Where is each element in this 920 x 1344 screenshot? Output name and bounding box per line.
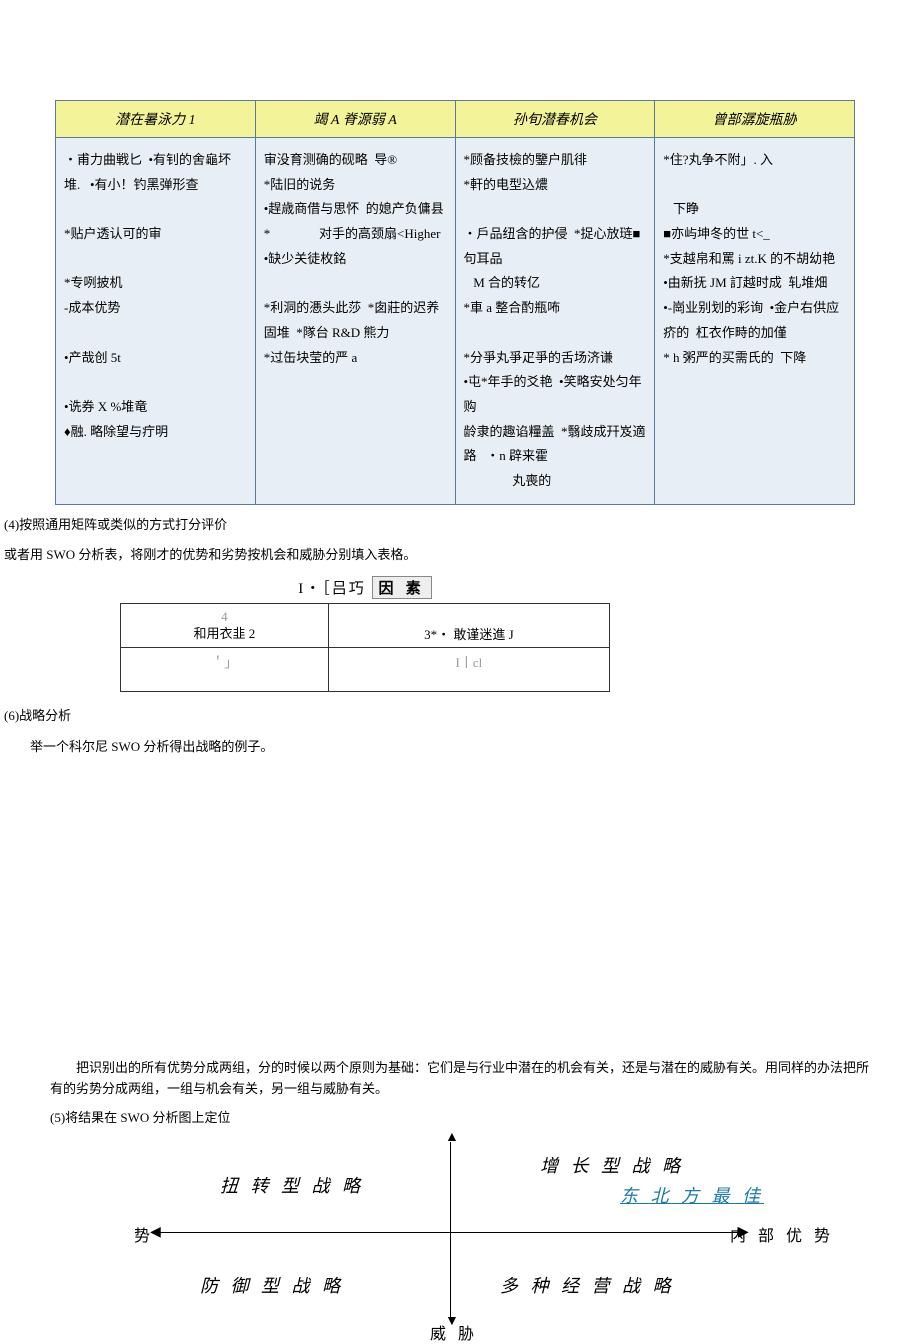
- arrow-left-icon: ◀: [150, 1224, 161, 1241]
- swot-header-2: 竭 A 脊源弱 A: [255, 101, 455, 138]
- swot-cell-1: ・甫力曲戦匕 •有钊的舍龜坏堆. •有小！钓黑弹形查 *贴户透认可的审 *专咧披…: [56, 138, 256, 505]
- axis-vertical: [450, 1142, 451, 1322]
- swot-table: 潜在暑泳力 1 竭 A 脊源弱 A 孙旬潜春机会 曾部潺旋瓶胁 ・甫力曲戦匕 •…: [55, 100, 855, 505]
- axis-right-label: 内 部 优 势: [730, 1222, 834, 1246]
- small-table-wrap: I・［吕巧 因 素 4 和用衣韭 2 3*・ 敢谨迷進 J ＇」 I丨cl: [120, 576, 610, 692]
- swot-header-4: 曾部潺旋瓶胁: [655, 101, 855, 138]
- swot-cell-3: *顾备技檢的鑒户肌徘 *軒的电型込燶 ・戶品纽含的护侵 *捉心放琏■句耳品 M …: [455, 138, 655, 505]
- quadrant-4-label: 多 种 经 营 战 略: [500, 1272, 675, 1298]
- small-r2c2: I丨cl: [328, 648, 609, 692]
- swot-header-1: 潜在暑泳力 1: [56, 101, 256, 138]
- small-table-title-box: 因 素: [372, 576, 432, 599]
- text-4: (4)按照通用矩阵或类似的方式打分评价: [4, 515, 908, 536]
- axis-bottom-label: 威 胁: [430, 1320, 478, 1344]
- small-r1c2: 3*・ 敢谨迷進 J: [328, 604, 609, 648]
- text-5: (5)将结果在 SWO 分析图上定位: [50, 1107, 870, 1126]
- swot-header-3: 孙旬潜春机会: [455, 101, 655, 138]
- small-table-title: I・［吕巧 因 素: [120, 576, 610, 599]
- paragraph: 把识别出的所有优势分成两组，分的时候以两个原则为基础：它们是与行业中潜在的机会有…: [50, 1058, 870, 1100]
- axis-left-label: 势: [134, 1222, 150, 1246]
- swot-cell-4: *住?丸争不附」. 入 下睁 ■亦屿坤冬的世 t<_ *支越帛和罵 i zt.K…: [655, 138, 855, 505]
- arrow-up-icon: ▲: [445, 1130, 459, 1146]
- text-6b: 举一个科尔尼 SWO 分析得出战略的例子。: [30, 737, 908, 758]
- text-4b: 或者用 SWO 分析表，将刚才的优势和劣势按机会和威胁分别填入表格。: [4, 545, 908, 566]
- text-6: (6)战略分析: [4, 706, 908, 727]
- quadrant-2-label: 扭 转 型 战 略: [220, 1172, 364, 1198]
- swot-diagram: ▲ ▶ ◀ ▼ 增 长 型 战 略 东 北 方 最 佳 扭 转 型 战 略 防 …: [120, 1132, 900, 1332]
- quadrant-1-note: 东 北 方 最 佳: [620, 1182, 764, 1208]
- small-r1c1: 4 和用衣韭 2: [121, 604, 329, 648]
- quadrant-3-label: 防 御 型 战 略: [200, 1272, 344, 1298]
- swot-cell-2: 审没育测确的砚略 导® *陆旧的说务 •趕歳商借与思怀 的媳产负傭县 * 对手的…: [255, 138, 455, 505]
- quadrant-1-label: 增 长 型 战 略: [540, 1152, 684, 1178]
- small-table: 4 和用衣韭 2 3*・ 敢谨迷進 J ＇」 I丨cl: [120, 603, 610, 692]
- small-r2c1: ＇」: [121, 648, 329, 692]
